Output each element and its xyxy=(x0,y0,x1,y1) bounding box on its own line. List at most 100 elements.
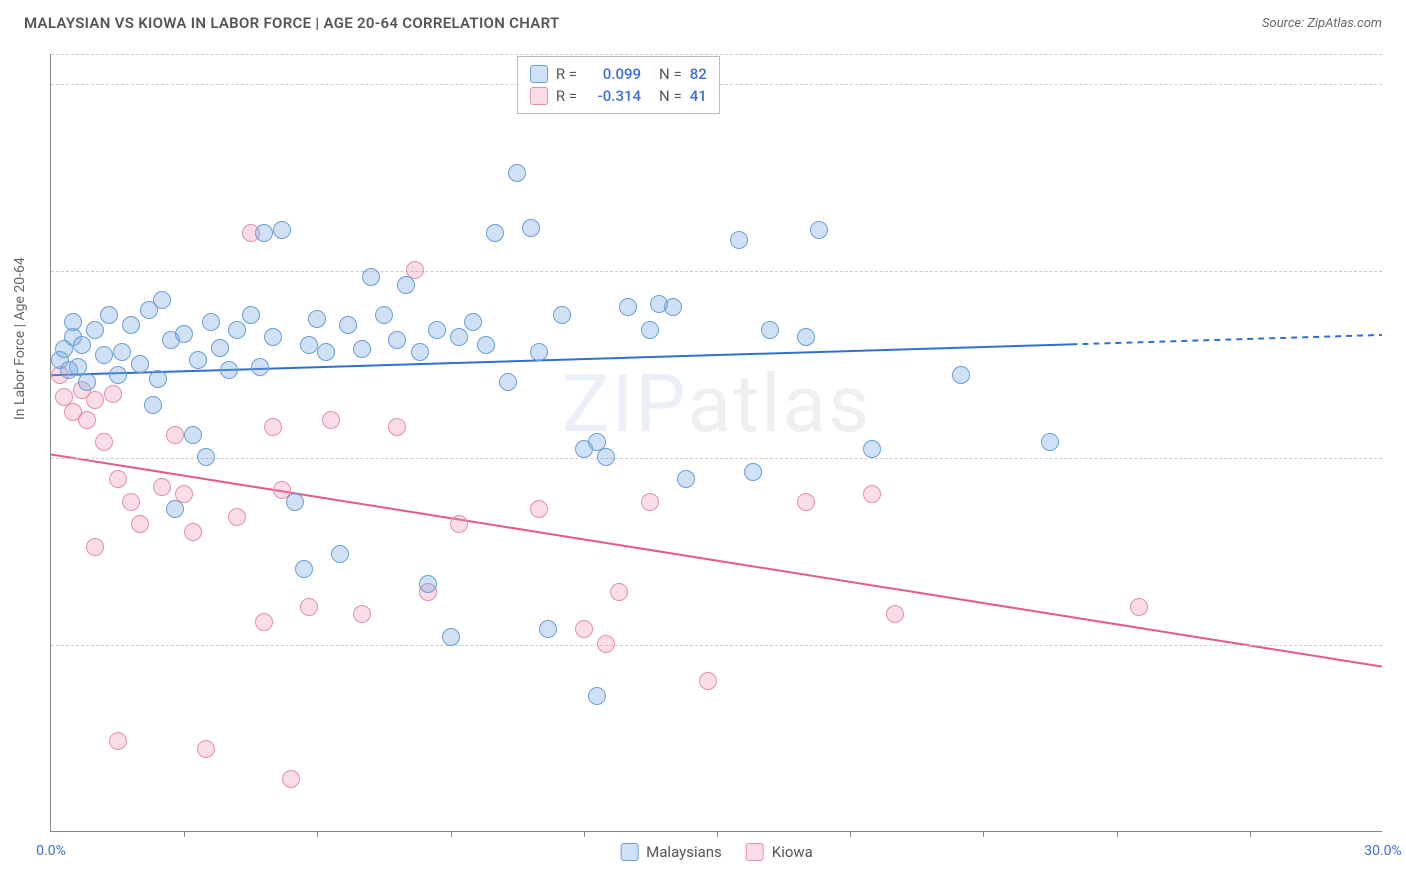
scatter-point-malaysians xyxy=(184,426,202,444)
scatter-point-kiowa xyxy=(597,635,615,653)
stat-n-label: N = xyxy=(659,87,682,105)
stat-r-value: 0.099 xyxy=(585,65,641,83)
scatter-point-kiowa xyxy=(388,418,406,436)
scatter-point-malaysians xyxy=(273,221,291,239)
scatter-point-malaysians xyxy=(300,336,318,354)
y-tick-label: 100.0% xyxy=(1392,76,1406,92)
scatter-point-malaysians xyxy=(530,343,548,361)
stat-r-label: R = xyxy=(556,87,577,105)
scatter-point-malaysians xyxy=(149,370,167,388)
scatter-point-kiowa xyxy=(228,508,246,526)
stat-r-label: R = xyxy=(556,65,577,83)
scatter-point-kiowa xyxy=(153,478,171,496)
scatter-point-kiowa xyxy=(122,493,140,511)
scatter-point-malaysians xyxy=(761,321,779,339)
scatter-point-kiowa xyxy=(86,391,104,409)
scatter-point-malaysians xyxy=(255,224,273,242)
scatter-point-kiowa xyxy=(1130,598,1148,616)
stats-row-malaysians: R =0.099N =82 xyxy=(530,63,707,85)
scatter-point-malaysians xyxy=(588,687,606,705)
scatter-point-malaysians xyxy=(464,313,482,331)
scatter-point-malaysians xyxy=(522,219,540,237)
scatter-point-malaysians xyxy=(189,351,207,369)
y-tick-label: 87.5% xyxy=(1392,263,1406,279)
scatter-point-malaysians xyxy=(362,268,380,286)
scatter-point-malaysians xyxy=(442,628,460,646)
chart-plot-area: ZIPatlas 62.5%75.0%87.5%100.0%0.0%30.0%R… xyxy=(50,54,1382,832)
scatter-point-kiowa xyxy=(450,515,468,533)
scatter-point-malaysians xyxy=(122,316,140,334)
x-tick xyxy=(850,831,851,837)
scatter-point-malaysians xyxy=(78,373,96,391)
scatter-point-malaysians xyxy=(353,340,371,358)
legend: Malaysians Kiowa xyxy=(620,843,813,861)
trendline-kiowa xyxy=(51,454,1382,666)
scatter-point-kiowa xyxy=(78,411,96,429)
header: MALAYSIAN VS KIOWA IN LABOR FORCE | AGE … xyxy=(0,0,1406,42)
source-label: Source: ZipAtlas.com xyxy=(1262,16,1382,31)
x-tick-label: 30.0% xyxy=(1364,843,1402,859)
scatter-point-kiowa xyxy=(166,426,184,444)
swatch-kiowa xyxy=(530,87,548,105)
scatter-point-malaysians xyxy=(144,396,162,414)
gridline xyxy=(51,458,1382,459)
scatter-point-malaysians xyxy=(1041,433,1059,451)
gridline xyxy=(51,645,1382,646)
trend-lines-svg xyxy=(51,54,1382,831)
scatter-point-kiowa xyxy=(264,418,282,436)
scatter-point-malaysians xyxy=(100,306,118,324)
scatter-point-malaysians xyxy=(264,328,282,346)
scatter-point-malaysians xyxy=(375,306,393,324)
scatter-point-malaysians xyxy=(113,343,131,361)
scatter-point-kiowa xyxy=(104,385,122,403)
scatter-point-malaysians xyxy=(95,346,113,364)
legend-label: Kiowa xyxy=(772,843,813,861)
scatter-point-malaysians xyxy=(73,336,91,354)
scatter-point-malaysians xyxy=(744,463,762,481)
scatter-point-malaysians xyxy=(64,313,82,331)
stats-row-kiowa: R =-0.314N =41 xyxy=(530,85,707,107)
scatter-point-malaysians xyxy=(242,306,260,324)
stat-n-label: N = xyxy=(659,65,682,83)
scatter-point-malaysians xyxy=(450,328,468,346)
stats-box: R =0.099N =82R =-0.314N =41 xyxy=(517,56,720,114)
scatter-point-malaysians xyxy=(202,313,220,331)
scatter-point-kiowa xyxy=(197,740,215,758)
watermark: ZIPatlas xyxy=(562,357,872,451)
y-tick-label: 75.0% xyxy=(1392,450,1406,466)
scatter-point-kiowa xyxy=(282,770,300,788)
scatter-point-malaysians xyxy=(863,440,881,458)
scatter-point-malaysians xyxy=(331,545,349,563)
scatter-point-malaysians xyxy=(251,358,269,376)
scatter-point-kiowa xyxy=(797,493,815,511)
scatter-point-malaysians xyxy=(419,575,437,593)
legend-item-malaysians: Malaysians xyxy=(620,843,722,861)
x-tick xyxy=(983,831,984,837)
scatter-point-malaysians xyxy=(499,373,517,391)
scatter-point-malaysians xyxy=(553,306,571,324)
scatter-point-malaysians xyxy=(220,361,238,379)
scatter-point-kiowa xyxy=(255,613,273,631)
scatter-point-malaysians xyxy=(175,325,193,343)
scatter-point-kiowa xyxy=(184,523,202,541)
x-tick xyxy=(1250,831,1251,837)
scatter-point-malaysians xyxy=(810,221,828,239)
scatter-point-malaysians xyxy=(730,231,748,249)
x-tick xyxy=(451,831,452,837)
scatter-point-malaysians xyxy=(797,328,815,346)
chart-title: MALAYSIAN VS KIOWA IN LABOR FORCE | AGE … xyxy=(24,14,560,32)
scatter-point-malaysians xyxy=(286,493,304,511)
scatter-point-malaysians xyxy=(131,355,149,373)
scatter-point-kiowa xyxy=(86,538,104,556)
x-tick xyxy=(717,831,718,837)
scatter-point-malaysians xyxy=(197,448,215,466)
scatter-point-malaysians xyxy=(388,331,406,349)
legend-swatch-malaysians xyxy=(620,843,638,861)
scatter-point-malaysians xyxy=(664,298,682,316)
scatter-point-kiowa xyxy=(863,485,881,503)
scatter-point-malaysians xyxy=(308,310,326,328)
scatter-point-kiowa xyxy=(610,583,628,601)
scatter-point-kiowa xyxy=(575,620,593,638)
gridline xyxy=(51,271,1382,272)
scatter-point-kiowa xyxy=(109,732,127,750)
